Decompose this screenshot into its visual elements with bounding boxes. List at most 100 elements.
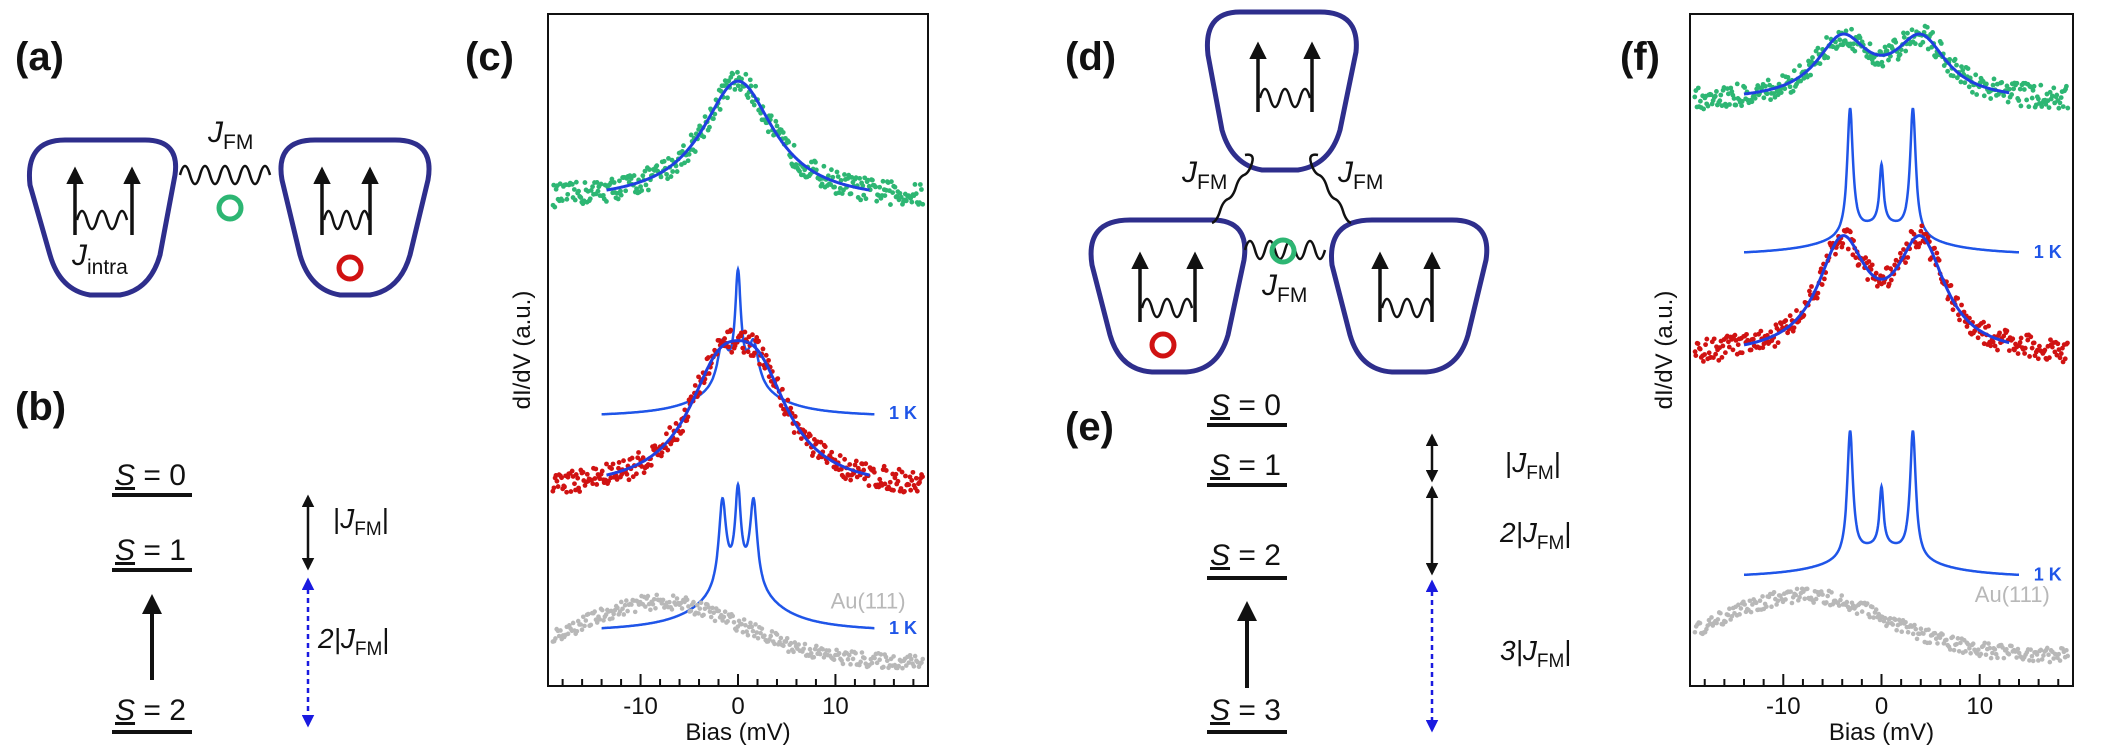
data-point bbox=[917, 479, 922, 485]
data-point bbox=[638, 184, 643, 190]
data-point bbox=[1956, 648, 1962, 654]
data-point bbox=[617, 178, 622, 184]
data-point bbox=[1986, 641, 1991, 646]
data-point bbox=[741, 617, 747, 622]
data-point bbox=[2011, 86, 2017, 92]
data-point bbox=[1935, 641, 1940, 646]
svg-text:JFM: JFM bbox=[1337, 156, 1383, 194]
data-point bbox=[2046, 355, 2052, 361]
data-point bbox=[831, 657, 837, 662]
data-point bbox=[731, 619, 737, 625]
data-point bbox=[1704, 336, 1710, 342]
data-point bbox=[763, 352, 769, 358]
data-point bbox=[564, 489, 570, 495]
data-point bbox=[659, 450, 665, 456]
data-point bbox=[639, 188, 645, 193]
data-point bbox=[2057, 100, 2063, 106]
data-point bbox=[1962, 80, 1968, 86]
data-point bbox=[1712, 93, 1718, 99]
data-point bbox=[882, 193, 888, 199]
data-point bbox=[1863, 255, 1869, 261]
data-point bbox=[1815, 45, 1821, 51]
data-point bbox=[647, 167, 652, 172]
data-point bbox=[769, 629, 775, 634]
data-point bbox=[842, 172, 847, 177]
data-point bbox=[624, 598, 629, 603]
data-point bbox=[877, 476, 883, 482]
data-point bbox=[1785, 330, 1791, 336]
data-point bbox=[895, 478, 901, 484]
data-point bbox=[744, 629, 749, 634]
data-point bbox=[706, 605, 711, 610]
data-point bbox=[1920, 39, 1926, 45]
data-point bbox=[580, 614, 586, 620]
data-point bbox=[1901, 30, 1906, 36]
data-point bbox=[877, 657, 882, 662]
series-au-111-: Au(111) bbox=[1692, 582, 2070, 665]
data-point bbox=[2048, 337, 2053, 343]
data-point bbox=[811, 654, 817, 660]
data-point bbox=[1884, 48, 1890, 54]
data-point bbox=[1731, 96, 1737, 101]
data-point bbox=[2006, 348, 2012, 354]
data-point bbox=[1782, 86, 1788, 92]
data-point bbox=[1903, 48, 1909, 54]
svg-text:S = 3: S = 3 bbox=[1210, 694, 1281, 727]
panel-label-c: (c) bbox=[465, 35, 514, 79]
data-point bbox=[711, 116, 716, 122]
data-point bbox=[594, 482, 600, 487]
data-point bbox=[1865, 277, 1871, 282]
data-point bbox=[1914, 636, 1920, 642]
data-point bbox=[802, 429, 808, 434]
data-point bbox=[898, 194, 904, 200]
data-point bbox=[623, 188, 629, 194]
data-point bbox=[661, 158, 667, 164]
data-point bbox=[553, 636, 558, 641]
data-point bbox=[2025, 337, 2031, 343]
triangle-bottom-left bbox=[1088, 217, 1248, 375]
data-point bbox=[726, 78, 732, 84]
data-point bbox=[551, 182, 557, 188]
data-point bbox=[680, 428, 686, 434]
data-point bbox=[574, 628, 580, 634]
data-point bbox=[1901, 34, 1907, 40]
data-point bbox=[1727, 102, 1732, 107]
data-point bbox=[2060, 104, 2066, 109]
tip-position-green bbox=[216, 194, 244, 222]
data-point bbox=[571, 187, 577, 192]
data-point bbox=[740, 345, 746, 351]
data-point bbox=[767, 637, 772, 642]
data-point bbox=[692, 383, 698, 388]
data-point bbox=[1978, 651, 1984, 657]
data-point bbox=[1768, 97, 1774, 103]
data-point bbox=[1932, 245, 1937, 251]
data-point bbox=[1839, 593, 1845, 598]
level-label: S bbox=[1210, 694, 1230, 727]
data-point bbox=[696, 611, 701, 616]
data-point bbox=[2042, 347, 2048, 353]
data-point bbox=[2006, 651, 2012, 657]
data-point bbox=[1814, 295, 1820, 301]
data-point bbox=[861, 192, 867, 198]
data-point bbox=[2024, 97, 2030, 103]
data-point bbox=[2065, 653, 2070, 659]
data-point bbox=[912, 182, 918, 187]
tip-position-red bbox=[1149, 331, 1177, 359]
data-point bbox=[750, 628, 756, 634]
data-point bbox=[1802, 596, 1808, 602]
data-point bbox=[645, 593, 651, 599]
data-point bbox=[692, 149, 698, 154]
data-point bbox=[1701, 106, 1707, 112]
data-point bbox=[1983, 652, 1989, 658]
data-point bbox=[670, 593, 676, 598]
data-point bbox=[2056, 105, 2062, 111]
data-point bbox=[861, 467, 867, 473]
y-axis-label: dI/dV (a.u.) bbox=[509, 291, 536, 410]
data-point bbox=[838, 177, 844, 183]
data-point bbox=[871, 469, 877, 475]
data-point bbox=[1811, 600, 1816, 605]
data-point bbox=[791, 649, 796, 655]
data-point bbox=[711, 610, 717, 616]
intra-coupling-wave bbox=[322, 209, 371, 231]
data-point bbox=[1787, 313, 1793, 319]
